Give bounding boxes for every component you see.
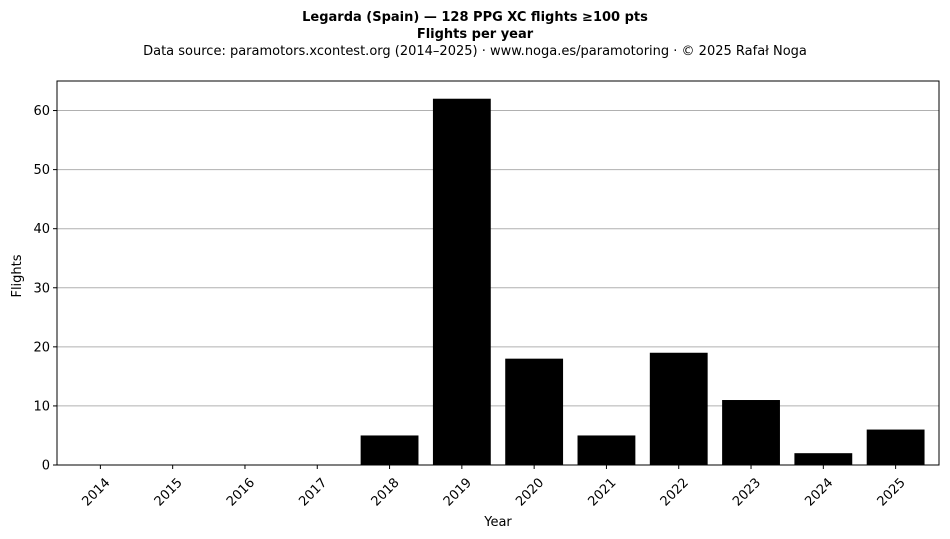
bar	[360, 435, 419, 465]
x-tick-label: 2014	[79, 475, 113, 509]
bars	[360, 98, 925, 465]
chart-title: Legarda (Spain) — 128 PPG XC flights ≥10…	[302, 10, 648, 25]
x-tick-label: 2015	[152, 475, 186, 509]
bar	[505, 358, 564, 465]
y-tick-label: 30	[33, 281, 50, 296]
bar	[794, 453, 853, 465]
y-tick-label: 40	[33, 222, 50, 237]
x-tick-label: 2018	[369, 475, 403, 509]
x-tick-label: 2024	[802, 475, 836, 509]
y-axis-label: Flights	[10, 254, 25, 297]
bar	[722, 400, 780, 465]
y-tick-label: 60	[33, 104, 50, 119]
x-tick-label: 2021	[585, 475, 619, 509]
chart-titles: Legarda (Spain) — 128 PPG XC flights ≥10…	[0, 9, 950, 60]
bar	[432, 98, 491, 465]
y-tick-label: 10	[33, 399, 50, 414]
grid-lines	[57, 110, 939, 407]
x-tick-label: 2019	[441, 475, 475, 509]
x-tick-label: 2023	[730, 475, 764, 509]
x-tick-label: 2017	[296, 475, 330, 509]
bar	[866, 429, 925, 465]
bar	[649, 352, 708, 465]
x-tick-label: 2020	[513, 475, 547, 509]
x-axis-label: Year	[483, 515, 512, 530]
y-tick-label: 0	[42, 459, 50, 474]
bar	[577, 435, 636, 465]
plot-frame	[56, 80, 940, 466]
chart-subtitle-bold: Flights per year	[416, 27, 534, 42]
x-tick-label: 2022	[658, 475, 692, 509]
x-tick-label: 2016	[224, 475, 258, 509]
x-axis-ticks: 2014 2015 2016 2017 2018 2019 2020 2021 2022 2023…	[79, 465, 909, 509]
y-tick-label: 50	[33, 163, 50, 178]
y-tick-label: 20	[33, 340, 50, 355]
y-axis-ticks: 0 10 20 30 40 50 60	[33, 104, 57, 474]
data-source-note: Data source: paramotors.xcontest.org (20…	[143, 44, 807, 59]
x-tick-label: 2025	[875, 475, 909, 509]
